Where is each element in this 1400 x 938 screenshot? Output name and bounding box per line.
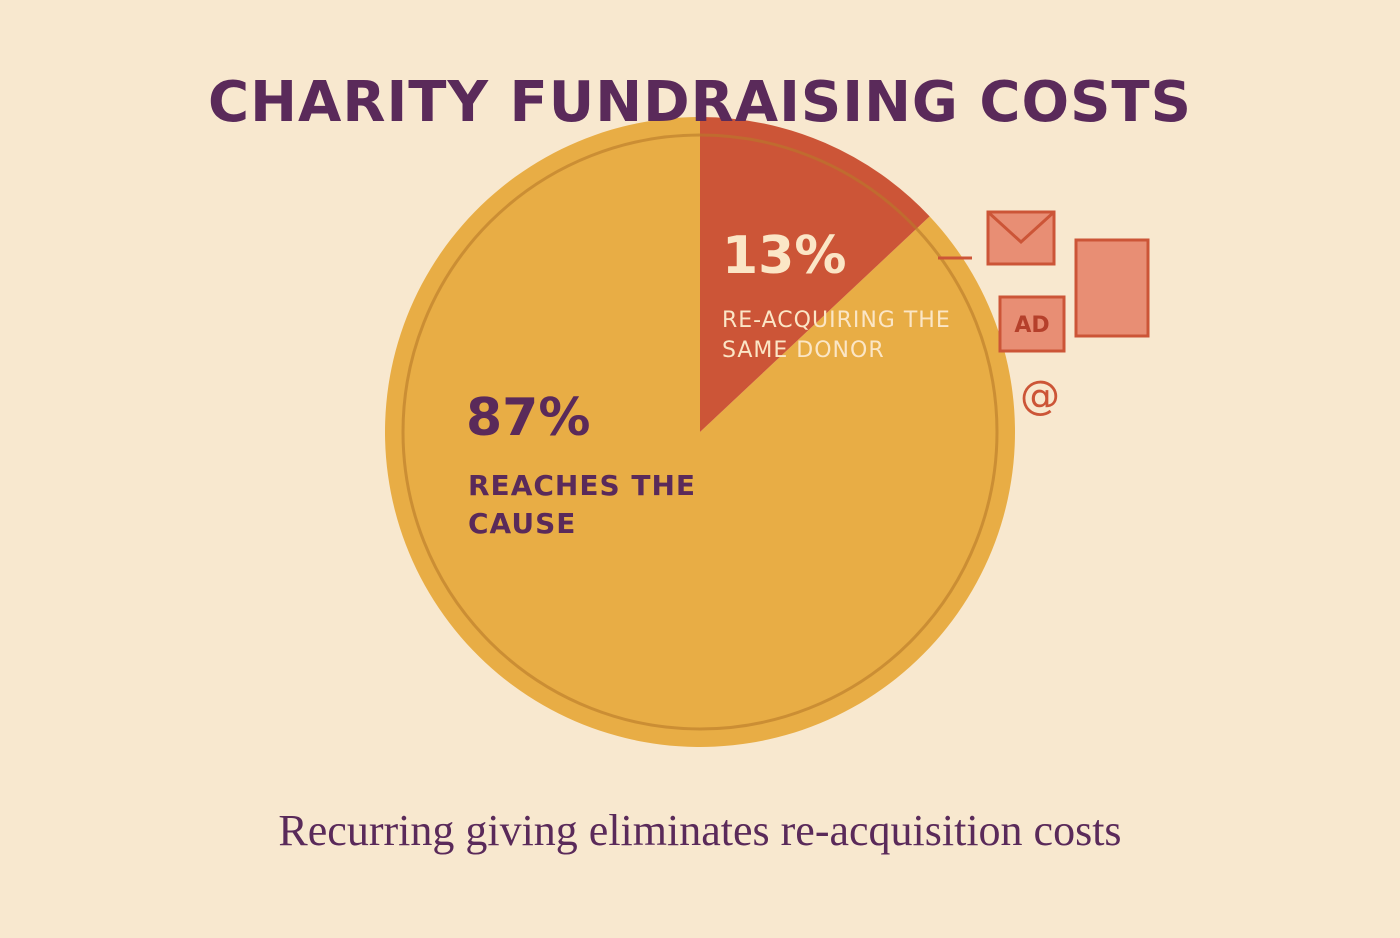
slices <box>385 117 1015 748</box>
ad-text: AD <box>1014 313 1049 338</box>
icon-ad: AD <box>998 295 1066 353</box>
value-label: 13% <box>722 226 847 286</box>
envelope-flap <box>986 210 1056 245</box>
chart-title: CHARITY FUNDRAISING COSTS <box>208 70 1192 135</box>
chart-subtitle: Recurring giving eliminates re-acquisiti… <box>278 806 1122 855</box>
flyer-icon <box>1074 238 1150 338</box>
value-label: 87% <box>466 388 591 448</box>
category-label: REACHES THE CAUSE <box>468 469 697 540</box>
at-sign: @ <box>1020 373 1060 419</box>
category-label: RE-ACQUIRING THE SAME DONOR <box>722 308 951 363</box>
inner-ring <box>401 133 999 731</box>
pie-slice <box>385 117 1015 748</box>
ad-box <box>998 295 1066 353</box>
decor-icons <box>938 210 1150 338</box>
pie-slice <box>700 117 930 432</box>
